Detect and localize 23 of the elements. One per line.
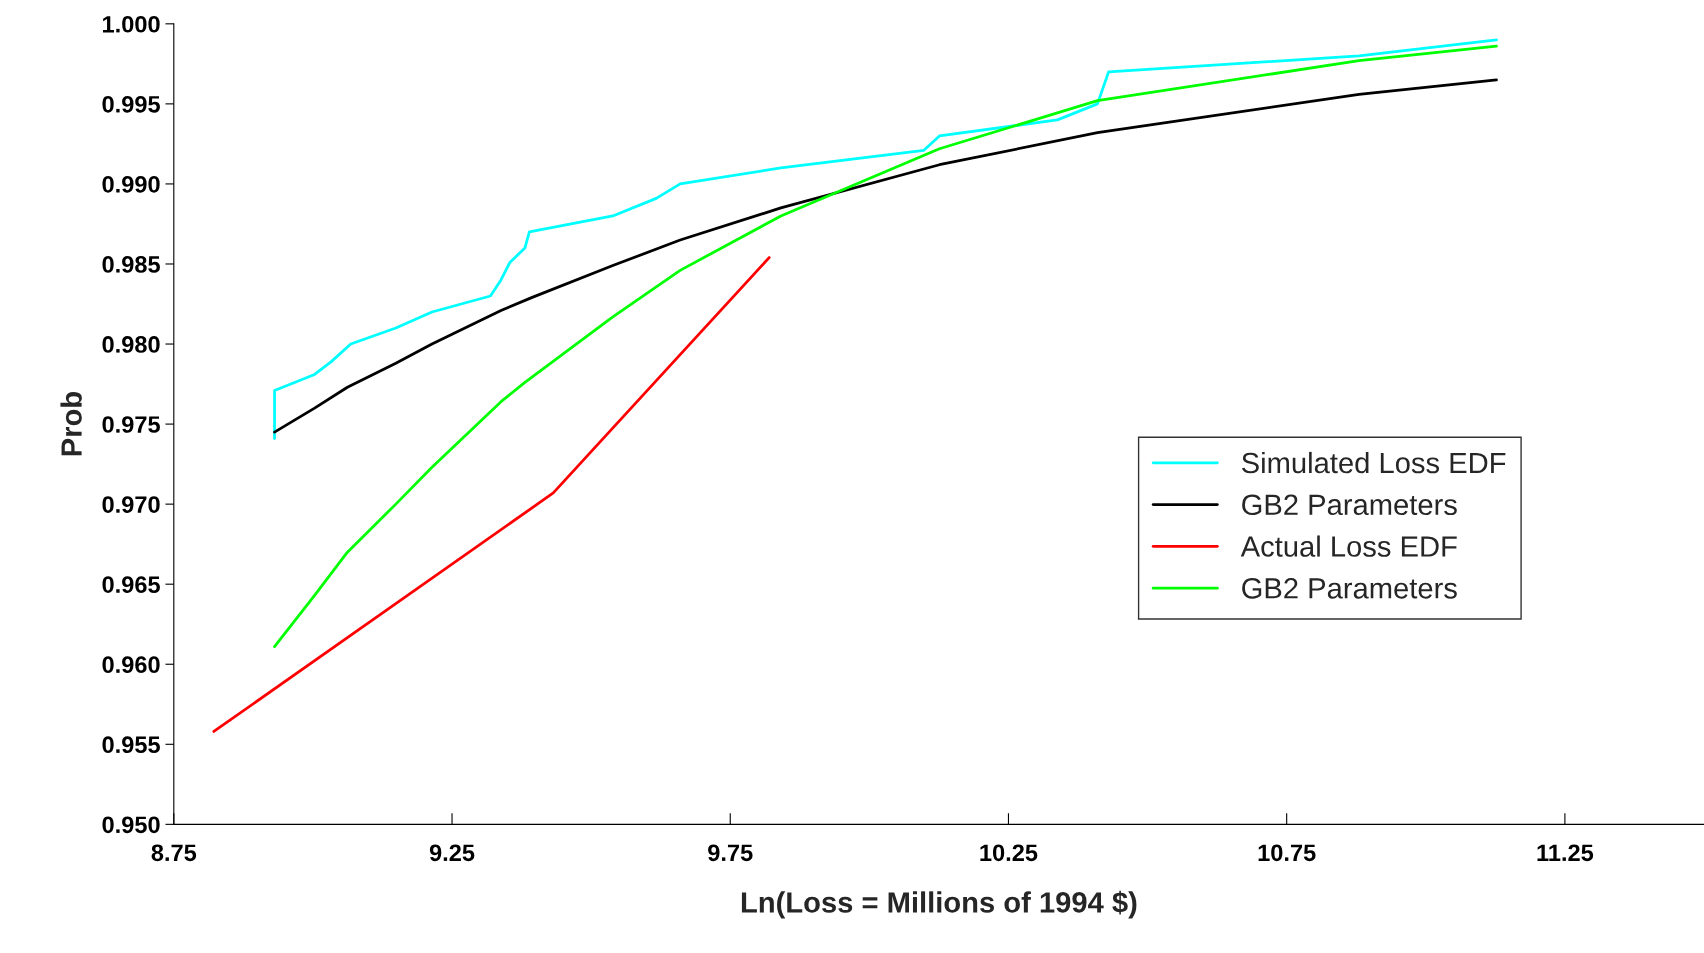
- y-tick-label: 0.970: [102, 496, 160, 513]
- y-tick-label: 0.960: [102, 656, 160, 674]
- y-tick-label: 0.955: [102, 736, 160, 754]
- x-tick-label: 8.75: [151, 844, 197, 862]
- y-tick-label: 0.980: [102, 336, 160, 353]
- x-tick-label: 10.75: [1258, 844, 1316, 862]
- legend-label: Simulated Loss EDF: [1242, 451, 1506, 474]
- y-tick-label: 0.985: [102, 256, 160, 273]
- y-tick-label: 0.975: [102, 416, 160, 433]
- x-tick-label: 9.25: [429, 844, 475, 862]
- y-tick-label: 0.990: [102, 176, 160, 193]
- legend-label: GB2 Parameters: [1242, 577, 1457, 599]
- legend-label: GB2 Parameters: [1242, 494, 1457, 516]
- y-tick-label: 0.965: [102, 576, 160, 593]
- y-tick-label: 0.995: [102, 95, 160, 113]
- y-tick-label: 1.000: [103, 15, 160, 33]
- y-axis-title: Prob: [60, 392, 82, 456]
- x-tick-label: 11.25: [1537, 844, 1594, 862]
- x-tick-label: 10.25: [980, 844, 1038, 862]
- y-tick-label: 0.950: [102, 816, 160, 834]
- x-axis-title: Ln(Loss = Millions of 1994 $): [741, 890, 1137, 919]
- legend-label: Actual Loss EDF: [1240, 535, 1457, 557]
- x-tick-label: 9.75: [708, 844, 753, 862]
